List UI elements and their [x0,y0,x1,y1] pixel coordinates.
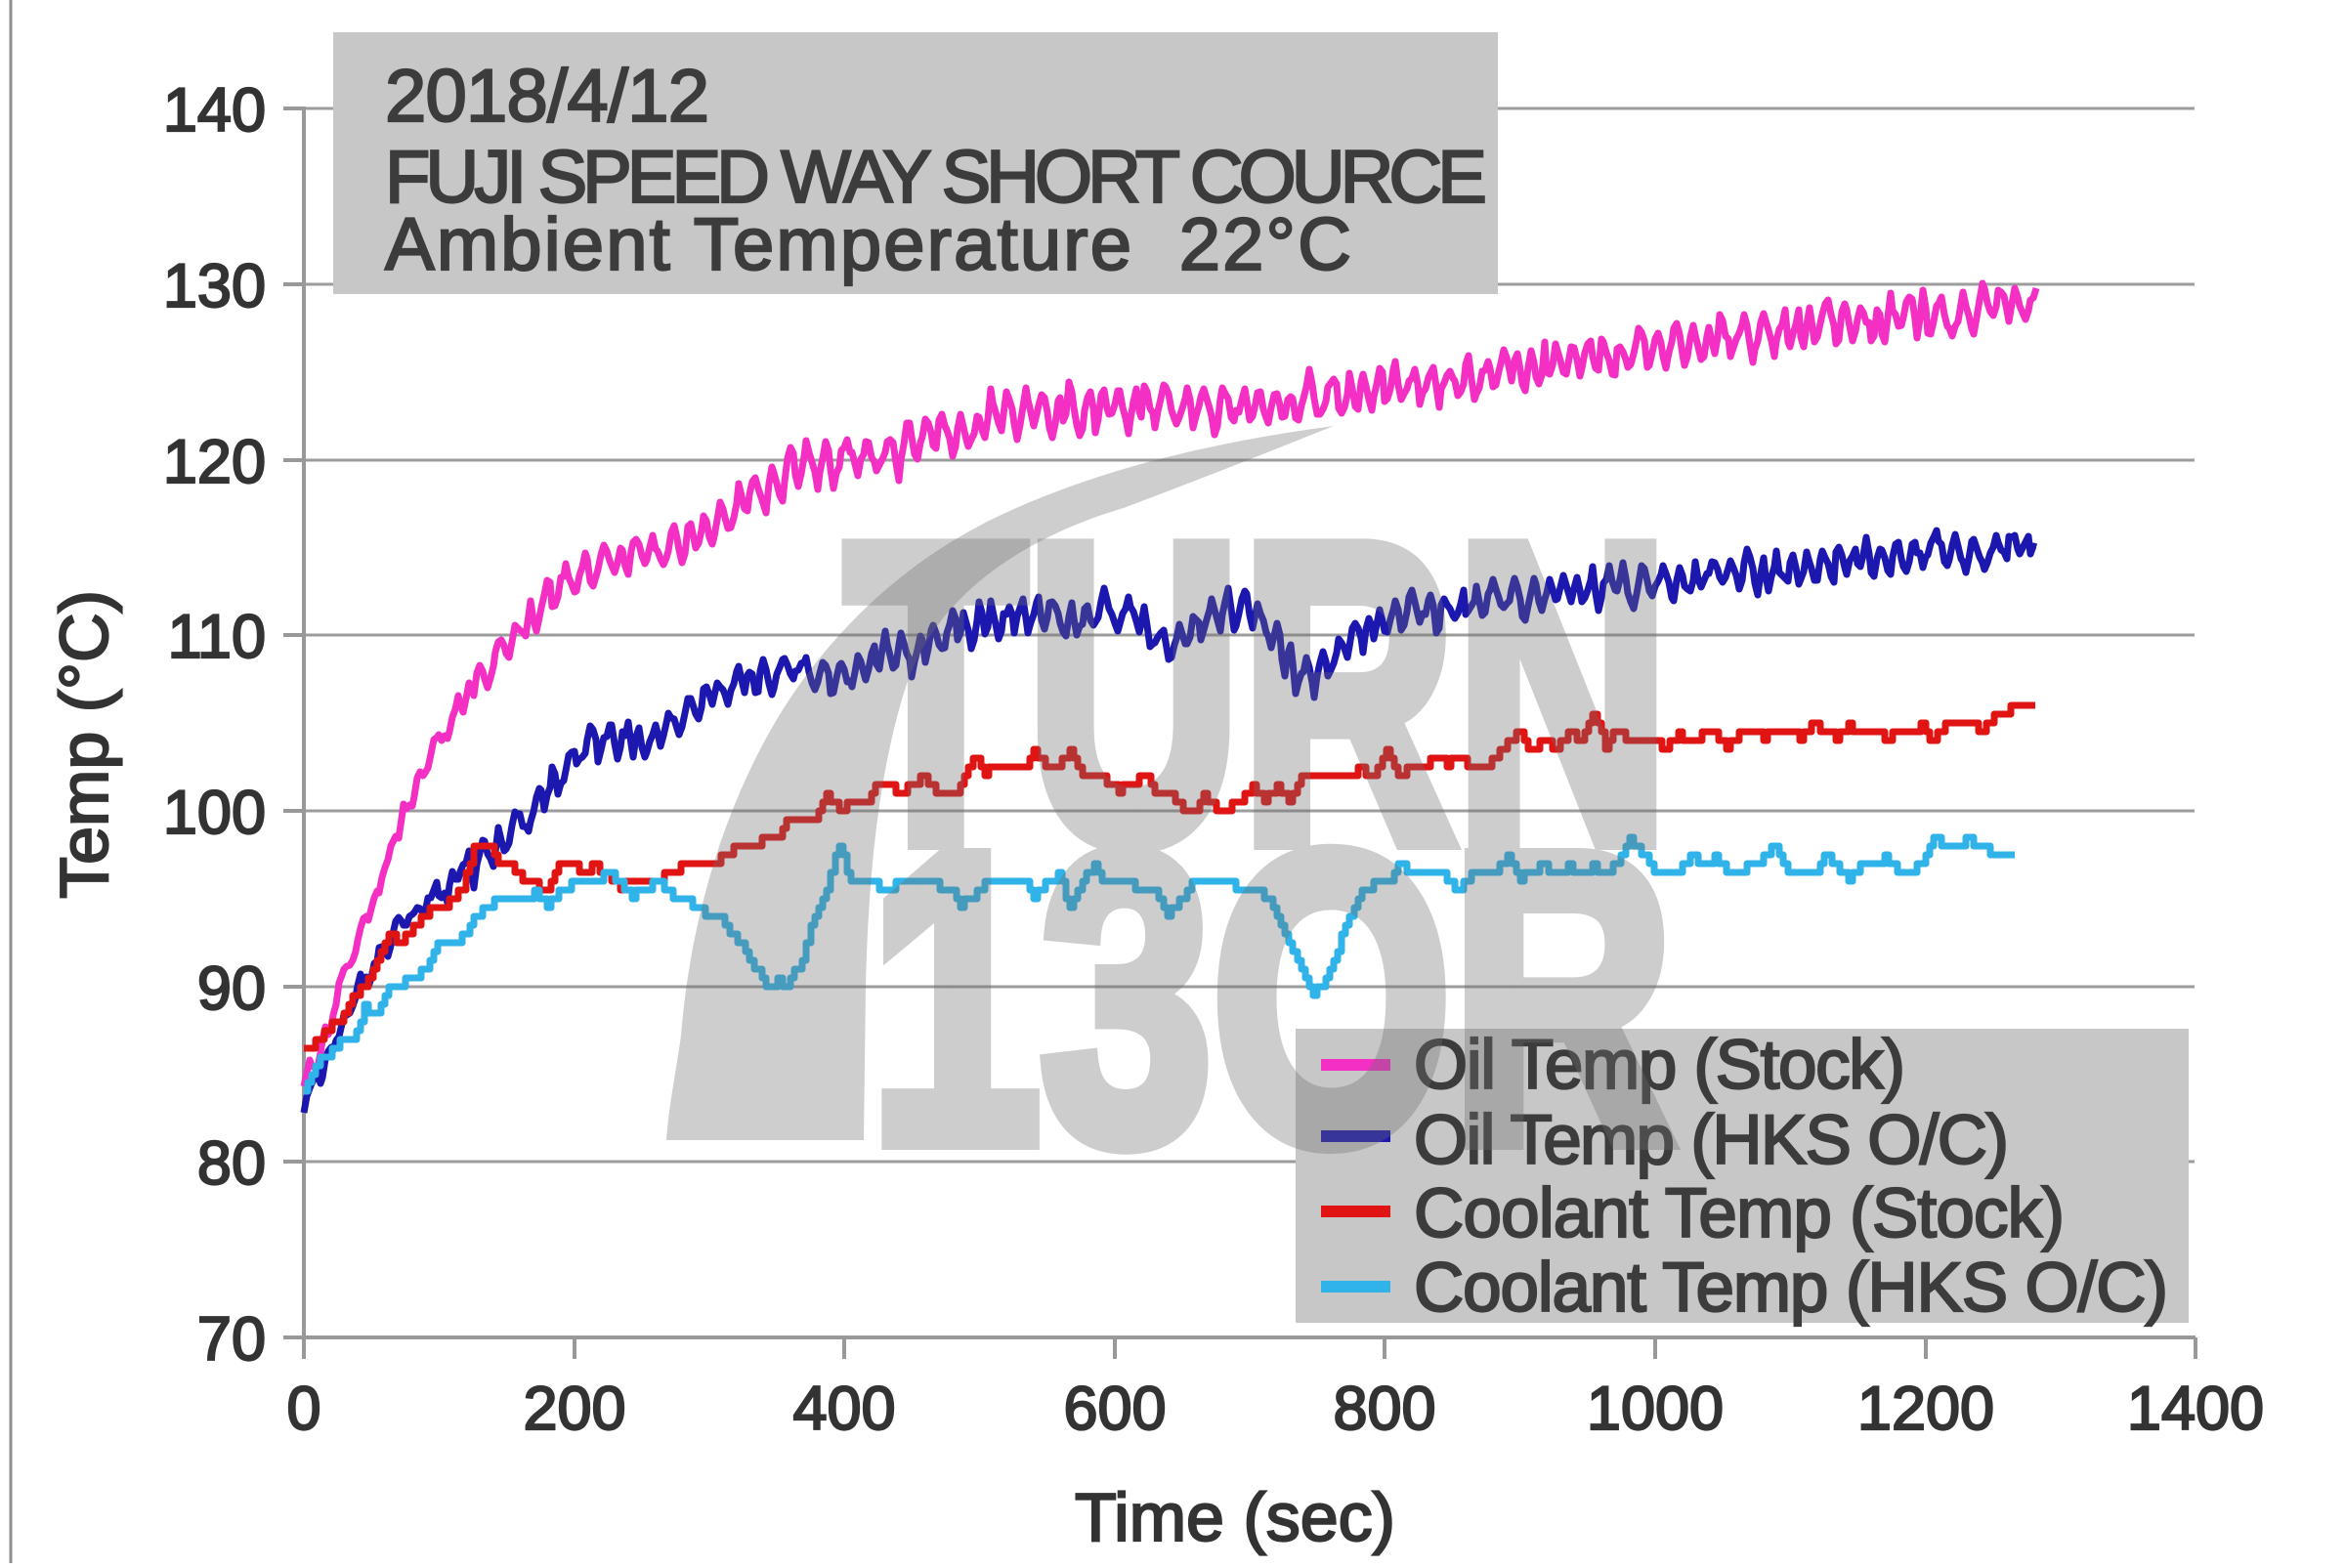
svg-text:Oil Temp (HKS O/C): Oil Temp (HKS O/C) [1414,1102,2009,1179]
svg-text:100: 100 [163,779,266,847]
svg-text:400: 400 [792,1375,895,1443]
svg-text:1000: 1000 [1587,1375,1724,1443]
svg-text:140: 140 [163,76,266,145]
svg-text:Temp (°C): Temp (°C) [46,590,122,899]
svg-text:200: 200 [523,1375,625,1443]
svg-text:110: 110 [168,603,266,671]
svg-text:TURN: TURN [845,457,1670,930]
svg-text:Ambient Temperature 22°C: Ambient Temperature 22°C [385,203,1351,286]
svg-text:1400: 1400 [2127,1375,2264,1443]
svg-text:90: 90 [197,954,266,1023]
svg-text:Oil Temp (Stock): Oil Temp (Stock) [1414,1027,1905,1104]
svg-text:Coolant Temp (Stock): Coolant Temp (Stock) [1414,1175,2065,1252]
svg-text:80: 80 [197,1129,266,1198]
svg-text:13OR: 13OR [870,769,1674,1228]
svg-text:Coolant Temp (HKS O/C): Coolant Temp (HKS O/C) [1414,1250,2168,1327]
svg-text:600: 600 [1063,1375,1166,1443]
svg-text:1200: 1200 [1857,1375,1994,1443]
svg-text:70: 70 [197,1305,266,1374]
svg-text:800: 800 [1333,1375,1435,1443]
svg-text:2018/4/12: 2018/4/12 [385,55,709,138]
svg-text:120: 120 [163,428,266,496]
svg-text:FUJI SPEED WAY SHORT COURCE: FUJI SPEED WAY SHORT COURCE [385,136,1487,219]
svg-text:130: 130 [163,252,266,320]
svg-text:Time (sec): Time (sec) [1075,1479,1395,1555]
svg-text:0: 0 [286,1375,320,1443]
